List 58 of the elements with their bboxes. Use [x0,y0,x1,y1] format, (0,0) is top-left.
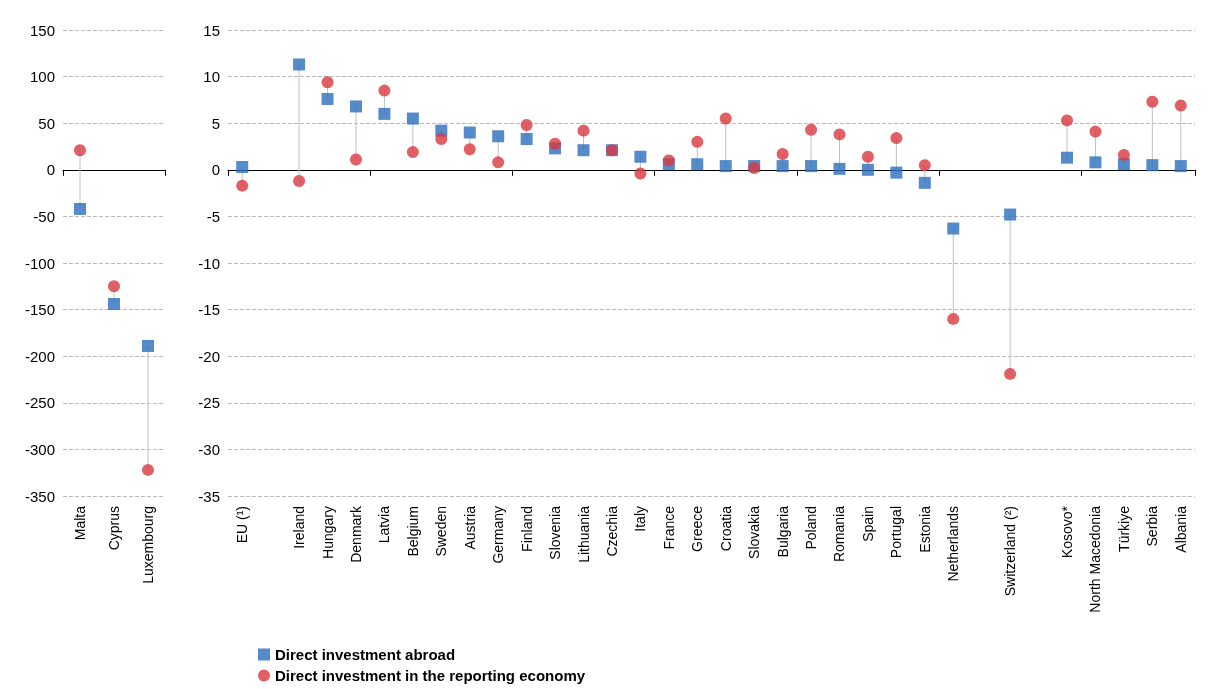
x-tick-label: Spain [859,506,876,542]
x-tick-label: Finland [518,506,535,552]
x-tick-label: Germany [490,506,507,564]
y-tick-label: -25 [198,394,220,412]
y-tick-label: -150 [24,301,55,319]
x-tick-label: Bulgaria [774,505,791,558]
x-tick-label: Ireland [291,506,308,549]
x-tick-label: Romania [831,505,848,563]
y-tick-label: -20 [198,347,220,365]
x-tick-label: Kosovo* [1059,505,1076,559]
x-tick-label: Luxembourg [140,506,156,584]
x-tick-label: Albania [1172,505,1189,553]
x-tick-label: Türkiye [1115,505,1132,552]
x-tick-label: Belgium [404,506,421,557]
y-tick-label: 0 [46,161,55,179]
x-tick-label: Serbia [1144,505,1161,547]
y-tick-label: 150 [29,21,55,39]
y-tick-label: 0 [211,161,220,179]
y-tick-label: -15 [198,301,220,319]
y-tick-label: -300 [24,440,55,458]
x-tick-label: Switzerland (²) [1002,506,1019,597]
x-tick-label: Cyprus [106,506,122,551]
x-tick-label: Greece [689,505,706,552]
x-tick-label: Malta [72,505,88,541]
x-tick-label: Slovakia [746,505,763,559]
x-tick-label: North Macedonia [1087,505,1104,613]
x-tick-label: Estonia [916,505,933,553]
y-tick-label: 100 [29,68,55,86]
x-tick-label: Netherlands [945,506,962,582]
x-tick-label: Hungary [319,506,336,559]
y-tick-label: -50 [33,207,55,225]
y-tick-label: -30 [198,440,220,458]
x-tick-label: Lithuania [575,505,592,563]
y-tick-label: 5 [211,114,220,132]
x-tick-label: Poland [803,506,820,550]
legend-label: Direct investment in the reporting economy [275,667,586,684]
x-tick-label: EU (¹) [234,506,251,544]
x-tick-label: Portugal [888,506,905,559]
x-tick-label: Austria [461,505,478,550]
x-tick-label: France [660,505,677,550]
y-tick-label: 10 [203,68,220,86]
y-tick-label: -35 [198,487,220,505]
y-tick-label: -200 [24,347,55,365]
x-tick-label: Slovenia [547,505,564,560]
y-tick-label: 50 [38,114,55,132]
y-tick-label: -100 [24,254,55,272]
y-tick-label: -250 [24,394,55,412]
legend-label: Direct investment abroad [275,646,456,663]
x-tick-label: Denmark [347,505,364,563]
y-tick-label: 15 [203,21,220,39]
y-tick-label: -5 [206,207,220,225]
y-tick-label: -350 [24,487,55,505]
x-tick-label: Italy [632,506,649,532]
x-tick-label: Sweden [433,506,450,557]
x-tick-label: Croatia [717,505,734,552]
x-tick-label: Czechia [603,505,620,557]
x-tick-label: Latvia [376,505,393,544]
y-tick-label: -10 [198,254,220,272]
